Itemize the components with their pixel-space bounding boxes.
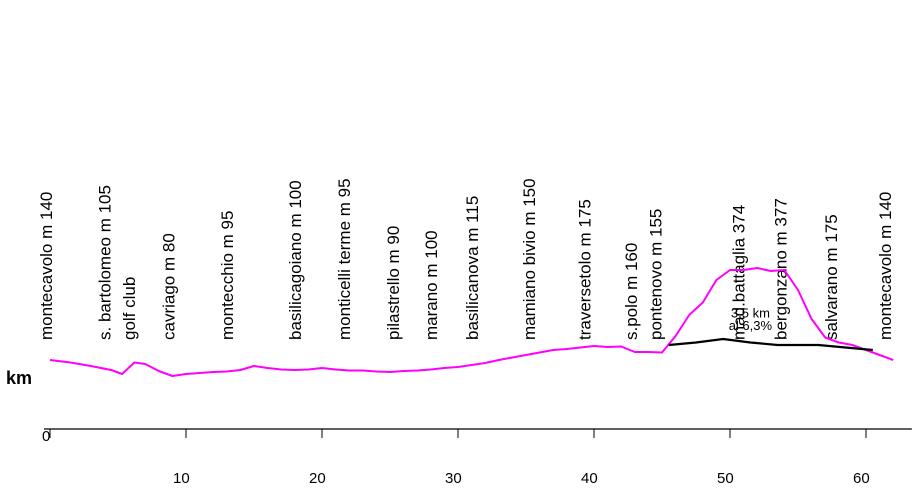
location-label: traversetolo m 175 [576, 199, 595, 340]
location-label: salvarano m 175 [822, 214, 841, 340]
x-axis: 0 10 20 30 40 50 60 [42, 428, 912, 487]
location-label: mad.battaglia 374 [729, 205, 748, 340]
location-label: mamiano bivio m 150 [520, 178, 539, 340]
location-labels: montecavolo m 140 s. bartolomeo m 105 golf… [37, 178, 895, 340]
location-label: montecavolo m 140 [37, 192, 56, 340]
location-label: basilicagoiano m 100 [286, 180, 305, 340]
x-tick-label: 20 [309, 470, 326, 487]
location-label: montecchio m 95 [218, 211, 237, 340]
location-label: bergonzano m 377 [772, 198, 791, 340]
location-label: cavriago m 80 [160, 233, 179, 340]
location-label: basilicanova m 115 [463, 196, 482, 340]
y-axis-label: km [6, 368, 32, 388]
climb-gradient-line [668, 337, 873, 352]
location-label: s. bartolomeo m 105 [96, 185, 115, 340]
location-label: pilastrello m 90 [384, 226, 403, 340]
annotation-label: 3,5 km [731, 306, 770, 321]
x-tick-label: 0 [42, 428, 50, 445]
location-label: s.polo m 160 [622, 243, 641, 340]
elevation-line [49, 267, 894, 377]
x-tick-label: 60 [853, 470, 870, 487]
location-label: golf club [120, 277, 139, 340]
location-label: marano m 100 [422, 230, 441, 340]
location-label: pontenovo m 155 [646, 209, 665, 340]
x-tick-label: 10 [173, 470, 190, 487]
location-label: monticelli terme m 95 [335, 178, 354, 340]
x-tick-label: 30 [445, 470, 462, 487]
series-layer [49, 267, 894, 377]
x-tick-label: 40 [581, 470, 598, 487]
x-tick-label: 50 [717, 470, 734, 487]
annotation-label: al 6,3% [729, 318, 773, 333]
location-label: montecavolo m 140 [876, 192, 895, 340]
